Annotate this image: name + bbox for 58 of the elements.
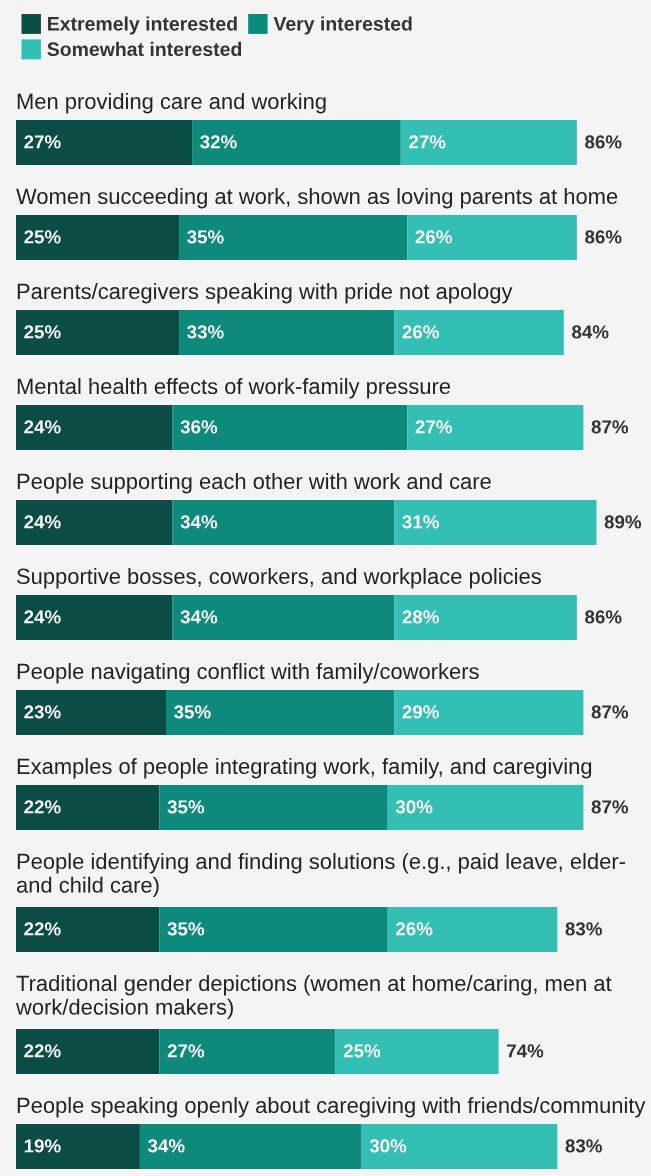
data-label: 26% [415,230,452,244]
data-label: 25% [24,325,61,339]
data-label: 19% [24,1139,61,1153]
data-label: 26% [396,922,433,936]
y-tick-label: Men providing care and working [17,93,326,114]
data-label: 30% [369,1139,407,1153]
data-label: 30% [395,800,433,814]
data-label: 35% [167,800,205,814]
total-label: 83% [565,922,602,936]
data-label: 36% [180,420,218,434]
total-label: 86% [585,230,622,244]
y-tick-label: Examples of people integrating work, family, and caregiving [17,758,592,779]
y-tick-label: People speaking openly about caregiving with friends/community [17,1097,646,1118]
data-label: 24% [24,515,61,529]
y-tick-label: Traditional gender depictions (women at home/caring, men at work/decision makers) [15,975,612,1020]
data-label: 27% [409,135,446,149]
y-tick-label: Women succeeding at work, shown as loving parents at home [16,188,618,209]
data-label: 23% [24,705,61,719]
total-label: 87% [591,705,629,719]
data-label: 27% [167,1044,205,1058]
legend-label: Very interested [273,16,412,35]
y-tick-label: Mental health effects of work-family pressure [17,378,451,399]
total-label: 86% [585,135,622,149]
data-label: 26% [402,325,439,339]
data-label: 35% [174,705,211,719]
data-label: 33% [187,325,224,339]
y-tick-label: People navigating conflict with family/coworkers [17,663,479,684]
data-label: 27% [24,135,61,149]
data-label: 35% [167,922,205,936]
data-label: 28% [402,610,439,624]
total-label: 87% [591,800,629,814]
legend-label: Extremely interested [48,16,237,35]
data-label: 22% [24,1044,61,1058]
data-label: 22% [24,922,61,936]
y-tick-label: Parents/caregivers speaking with pride not apology [17,283,513,304]
total-label: 84% [572,325,609,339]
data-label: 25% [343,1044,381,1058]
total-label: 89% [604,515,642,529]
data-label: 24% [24,610,61,624]
data-label: 35% [187,230,224,244]
data-label: 34% [180,610,218,624]
total-label: 87% [591,420,629,434]
data-label: 24% [24,420,61,434]
data-label: 34% [180,515,218,529]
data-label: 32% [200,135,237,149]
data-label: 27% [415,420,452,434]
y-tick-label: Supportive bosses, coworkers, and workplace policies [17,568,541,589]
legend-label: Somewhat interested [47,41,242,57]
total-label: 83% [565,1139,602,1153]
data-label: 29% [402,705,439,719]
y-tick-label: People supporting each other with work and care [17,473,491,494]
data-label: 31% [402,515,439,529]
data-label: 22% [24,800,61,814]
data-label: 25% [24,230,61,244]
total-label: 74% [507,1044,544,1058]
data-label: 34% [147,1139,185,1153]
y-tick-label: People identifying and finding solutions (e.g., paid leave, elder- and child care) [16,853,625,898]
total-label: 86% [585,610,622,624]
